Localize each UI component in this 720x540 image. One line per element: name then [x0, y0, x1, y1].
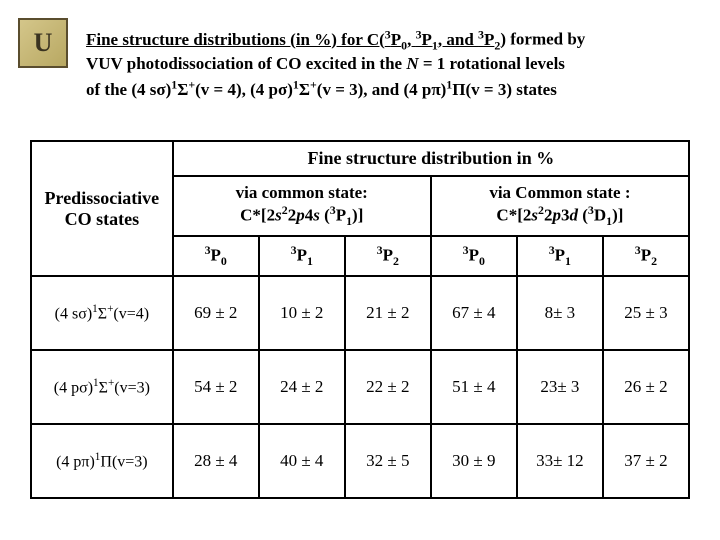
- cell: 26 ± 2: [603, 350, 689, 424]
- cell: 25 ± 3: [603, 276, 689, 350]
- t-l3a: of the (4 sσ): [86, 80, 171, 99]
- t-l3p2: +: [310, 77, 317, 91]
- col-3p1-b: 3P1: [517, 236, 603, 276]
- t-l2a: VUV photodissociation of CO excited in t…: [86, 54, 406, 73]
- university-seal-logo: U: [18, 18, 68, 68]
- table-row: (4 pπ)1Π(v=3) 28 ± 4 40 ± 4 32 ± 5 30 ± …: [31, 424, 689, 498]
- t-sep1: ,: [407, 30, 416, 49]
- title-lead: Fine structure distributions (in %) for …: [86, 30, 500, 49]
- c1p: P: [211, 246, 221, 265]
- cell: 21 ± 2: [345, 276, 431, 350]
- table-row: (4 sσ)1Σ+(v=4) 69 ± 2 10 ± 2 21 ± 2 67 ±…: [31, 276, 689, 350]
- r0sig: Σ: [98, 305, 107, 322]
- cell: 30 ± 9: [431, 424, 517, 498]
- t-l3c: (v = 3), and (4 pπ): [317, 80, 447, 99]
- via2-a: via Common state :: [489, 183, 630, 202]
- via1-a: via common state:: [236, 183, 368, 202]
- r2sig: Π: [100, 453, 112, 470]
- hdr-states-b: CO states: [65, 209, 140, 229]
- row-label: (4 pπ)1Π(v=3): [31, 424, 173, 498]
- r2l: (4 pπ): [56, 453, 95, 470]
- table-header-row-1: Predissociative CO states Fine structure…: [31, 141, 689, 176]
- via1-4s: s: [313, 206, 320, 225]
- t-N: N: [406, 54, 418, 73]
- via1-4: 4: [305, 206, 314, 225]
- header-via-common-2: via Common state : C*[2s22p3d (3D1)]: [431, 176, 689, 236]
- cell: 51 ± 4: [431, 350, 517, 424]
- c5b: 1: [565, 254, 571, 268]
- cell: 37 ± 2: [603, 424, 689, 498]
- cell: 32 ± 5: [345, 424, 431, 498]
- t-sep2: , and: [438, 30, 478, 49]
- c6b: 2: [651, 254, 657, 268]
- r0t: (v=4): [113, 305, 149, 322]
- c6p: P: [641, 246, 651, 265]
- via1-s: s: [275, 206, 282, 225]
- c1b: 0: [221, 254, 227, 268]
- t-l3sig1: Σ: [177, 80, 188, 99]
- via2-p: p: [552, 206, 561, 225]
- t-p2: P: [484, 30, 494, 49]
- table-row: (4 pσ)1Σ+(v=3) 54 ± 2 24 ± 2 22 ± 2 51 ±…: [31, 350, 689, 424]
- col-3p2-a: 3P2: [345, 236, 431, 276]
- cell: 23± 3: [517, 350, 603, 424]
- col-3p1-a: 3P1: [259, 236, 345, 276]
- r1sig: Σ: [99, 379, 108, 396]
- header-states: Predissociative CO states: [31, 141, 173, 276]
- header-fine-struct: Fine structure distribution in %: [173, 141, 689, 176]
- row-label: (4 pσ)1Σ+(v=3): [31, 350, 173, 424]
- c3p: P: [383, 246, 393, 265]
- via2-s: s: [531, 206, 538, 225]
- title-lead-text: Fine structure distributions (in %) for …: [86, 30, 385, 49]
- c5p: P: [555, 246, 565, 265]
- cell: 24 ± 2: [259, 350, 345, 424]
- via2-d: d: [569, 206, 578, 225]
- col-3p0-a: 3P0: [173, 236, 259, 276]
- fine-structure-table: Predissociative CO states Fine structure…: [30, 140, 690, 499]
- cell: 67 ± 4: [431, 276, 517, 350]
- c4b: 0: [479, 254, 485, 268]
- via2-cstar: C*[2: [496, 206, 531, 225]
- slide-title: Fine structure distributions (in %) for …: [86, 26, 670, 102]
- header-via-common-1: via common state: C*[2s22p4s (3P1)]: [173, 176, 431, 236]
- via2-close: )]: [612, 206, 623, 225]
- cell: 33± 12: [517, 424, 603, 498]
- via1-cstar: C*[2: [240, 206, 275, 225]
- r1t: (v=3): [114, 379, 150, 396]
- t-after: ) formed by: [500, 30, 585, 49]
- via1-p: p: [296, 206, 305, 225]
- t-p1: P: [422, 30, 432, 49]
- t-l3b: (v = 4), (4 pσ): [195, 80, 293, 99]
- via2-D: D: [594, 206, 606, 225]
- col-3p2-b: 3P2: [603, 236, 689, 276]
- cell: 10 ± 2: [259, 276, 345, 350]
- c4p: P: [469, 246, 479, 265]
- r0l: (4 sσ): [55, 305, 93, 322]
- r2t: (v=3): [112, 453, 148, 470]
- via1-2: 2: [288, 206, 297, 225]
- via1-close: )]: [352, 206, 363, 225]
- row-label: (4 sσ)1Σ+(v=4): [31, 276, 173, 350]
- data-table-container: Predissociative CO states Fine structure…: [30, 140, 690, 499]
- cell: 54 ± 2: [173, 350, 259, 424]
- c2b: 1: [307, 254, 313, 268]
- cell: 69 ± 2: [173, 276, 259, 350]
- hdr-states-a: Predissociative: [45, 188, 160, 208]
- via1-P: P: [336, 206, 346, 225]
- r1l: (4 pσ): [54, 379, 93, 396]
- cell: 28 ± 4: [173, 424, 259, 498]
- t-l3sig2: Σ: [299, 80, 310, 99]
- cell: 40 ± 4: [259, 424, 345, 498]
- t-l2b: = 1 rotational levels: [419, 54, 565, 73]
- cell: 8± 3: [517, 276, 603, 350]
- col-3p0-b: 3P0: [431, 236, 517, 276]
- c2p: P: [297, 246, 307, 265]
- t-l3pi: Π: [452, 80, 465, 99]
- c3b: 2: [393, 254, 399, 268]
- t-l3d: (v = 3) states: [465, 80, 556, 99]
- t-p0: P: [391, 30, 401, 49]
- cell: 22 ± 2: [345, 350, 431, 424]
